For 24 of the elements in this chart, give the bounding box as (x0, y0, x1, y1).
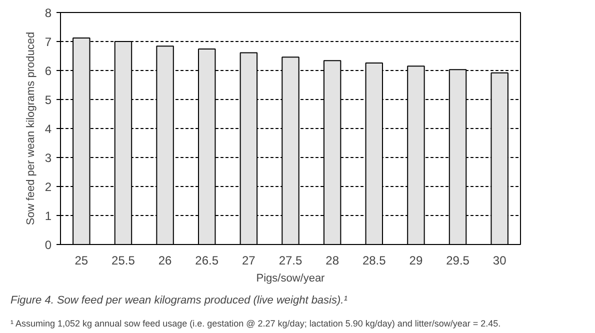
x-tick-label: 29.5 (446, 254, 470, 268)
y-tick-label: 5 (44, 93, 52, 107)
y-tick-label: 3 (44, 151, 52, 165)
y-tick-label: 4 (44, 122, 52, 136)
x-tick-label: 29 (409, 254, 423, 268)
x-tick-label: 27.5 (278, 254, 303, 268)
x-tick-label: 28.5 (362, 254, 386, 268)
x-tick-label: 25 (74, 254, 88, 268)
x-tick-label: 26.5 (195, 254, 219, 268)
x-tick-label: 30 (492, 254, 507, 268)
y-tick-label: 6 (44, 64, 52, 78)
y-tick-label: 0 (44, 238, 52, 252)
y-tick-label: 1 (44, 209, 52, 223)
y-tick-label: 7 (44, 35, 52, 49)
y-tick-label: 8 (44, 6, 52, 20)
x-tick-label: 27 (242, 254, 256, 268)
y-tick-label: 2 (44, 180, 52, 194)
text: Figure 4. Sow feed per wean kilograms produced (live weight basis).¹ (10, 294, 348, 306)
text: ¹ Assuming 1,052 kg annual sow feed usage (i.e. gestation @ 2.27 kg/day; lactation 5.90 kg/day) and litter/sow/year = 2.45. (10, 318, 501, 328)
y-axis-title: Sow feed per wean kilograms produced (24, 32, 37, 226)
x-tick-label: 25.5 (112, 254, 136, 268)
x-tick-label: 26 (158, 254, 172, 268)
x-axis-title: Pigs/sow/year (256, 272, 326, 284)
x-tick-label: 28 (326, 254, 340, 268)
